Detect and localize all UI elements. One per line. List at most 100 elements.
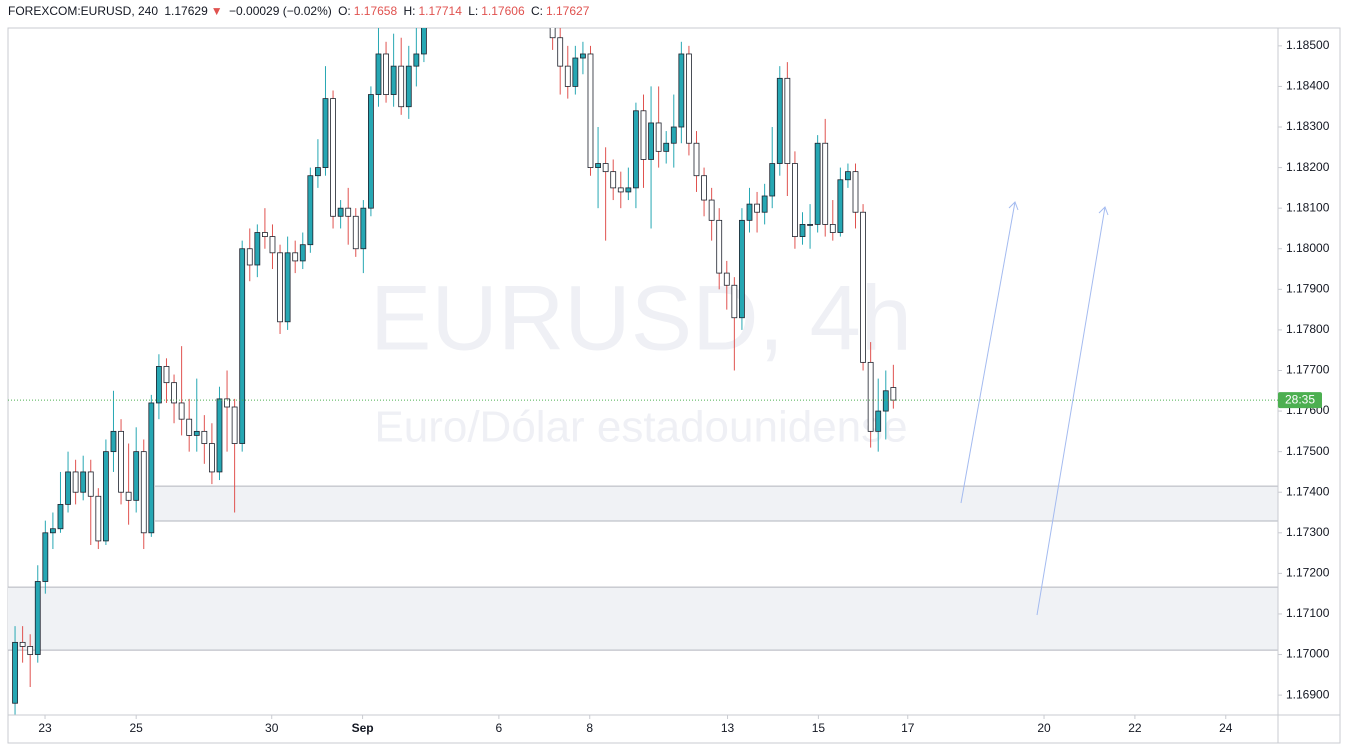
axes: 1.16900 1.17000 1.17100 1.17200 1.17300 1.174… bbox=[38, 38, 1329, 735]
candle-body bbox=[792, 163, 798, 237]
x-tick-label: 17 bbox=[901, 721, 915, 735]
candle-body bbox=[875, 410, 882, 432]
x-tick-label: 22 bbox=[1128, 721, 1142, 735]
candle-body bbox=[663, 142, 670, 152]
y-tick-label: 1.18500 bbox=[1286, 38, 1330, 52]
candle-body bbox=[216, 398, 223, 473]
candle-body bbox=[822, 142, 829, 225]
candle-body bbox=[246, 248, 253, 266]
x-tick-label: 23 bbox=[38, 721, 52, 735]
candles bbox=[12, 28, 897, 715]
candle-body bbox=[201, 430, 208, 444]
arrow-head bbox=[1098, 206, 1109, 216]
candle-body bbox=[80, 471, 87, 493]
candle-body bbox=[860, 211, 866, 363]
candle-body bbox=[178, 402, 185, 420]
candle-body bbox=[845, 171, 851, 181]
candle-body bbox=[633, 110, 639, 189]
candle-body bbox=[655, 122, 662, 152]
candle-body bbox=[345, 207, 352, 217]
candle-body bbox=[572, 57, 579, 87]
candle-body bbox=[413, 53, 420, 67]
candle-body bbox=[693, 142, 700, 177]
candle-body bbox=[731, 284, 738, 319]
x-tick-label: 24 bbox=[1219, 721, 1233, 735]
candle-body bbox=[610, 171, 617, 189]
candle-body bbox=[829, 224, 836, 233]
y-tick-label: 1.17500 bbox=[1286, 444, 1330, 458]
candle-body bbox=[231, 406, 238, 444]
candle-body bbox=[807, 224, 813, 226]
symbol: FOREXCOM:EURUSD, 240 bbox=[8, 4, 159, 18]
candle-body bbox=[686, 53, 692, 144]
candle-body bbox=[315, 167, 321, 177]
candle-body bbox=[678, 53, 685, 128]
candle-body bbox=[557, 37, 564, 67]
candle-body bbox=[27, 646, 34, 655]
candle-body bbox=[262, 232, 268, 237]
candle-body bbox=[118, 430, 124, 493]
y-tick-label: 1.17900 bbox=[1286, 281, 1330, 295]
candle-body bbox=[277, 252, 283, 323]
open-label: O: bbox=[338, 4, 351, 18]
price-label bbox=[1278, 392, 1322, 409]
x-tick-label: 15 bbox=[812, 721, 826, 735]
zone bbox=[8, 587, 1278, 651]
candle-body bbox=[390, 65, 397, 95]
y-tick-label: 1.17000 bbox=[1286, 647, 1330, 661]
candle-body bbox=[761, 195, 768, 213]
y-tick-label: 1.18100 bbox=[1286, 200, 1330, 214]
candle-body bbox=[739, 219, 745, 319]
candle-body bbox=[292, 252, 299, 262]
candle-body bbox=[337, 207, 344, 217]
candle-body bbox=[269, 236, 276, 254]
candle-body bbox=[670, 126, 677, 144]
candle-body bbox=[95, 495, 102, 542]
countdown: 28:35 bbox=[1285, 392, 1315, 406]
candle-body bbox=[239, 248, 246, 444]
watermark: EURUSD, 4h bbox=[370, 267, 912, 369]
candle-body bbox=[617, 187, 624, 193]
candle-body bbox=[708, 199, 715, 221]
candle-body bbox=[625, 187, 632, 193]
candle-body bbox=[405, 65, 412, 108]
candle-body bbox=[837, 179, 844, 233]
candle-body bbox=[299, 244, 306, 262]
high-label: H: bbox=[403, 4, 416, 18]
candle-body bbox=[648, 122, 654, 160]
y-tick-label: 1.17400 bbox=[1286, 484, 1330, 498]
candle-body bbox=[595, 163, 601, 168]
candle-body bbox=[148, 402, 155, 534]
low-value: 1.17606 bbox=[481, 4, 525, 18]
candle-body bbox=[193, 430, 200, 436]
candle-body bbox=[580, 53, 586, 59]
y-tick-label: 1.18300 bbox=[1286, 119, 1330, 133]
y-tick-label: 1.17300 bbox=[1286, 525, 1330, 539]
candle-body bbox=[882, 390, 889, 412]
candle-body bbox=[133, 451, 140, 501]
legend-header: FOREXCOM:EURUSD, 240 1.17629 ▼ −0.00029 (… bbox=[8, 4, 592, 18]
candle-body bbox=[549, 28, 556, 39]
candle-body bbox=[65, 471, 71, 505]
candle-body bbox=[87, 471, 94, 497]
candle-body bbox=[769, 163, 776, 197]
candle-body bbox=[776, 77, 783, 164]
y-tick-label: 1.17200 bbox=[1286, 566, 1330, 580]
candle-body bbox=[284, 252, 291, 323]
watermark-subtitle: Euro/Dólar estadounidense bbox=[374, 403, 907, 452]
close-label: C: bbox=[530, 4, 543, 18]
candle-body bbox=[322, 98, 329, 168]
candle-body bbox=[72, 471, 79, 493]
low-label: L: bbox=[468, 4, 479, 18]
x-tick-label: 25 bbox=[130, 721, 144, 735]
candle-body bbox=[19, 641, 26, 647]
candle-body bbox=[140, 451, 147, 534]
candle-body bbox=[799, 224, 806, 237]
candle-body bbox=[754, 203, 760, 213]
candle-body bbox=[254, 232, 261, 266]
candle-body bbox=[360, 207, 367, 250]
candle-body bbox=[587, 53, 594, 168]
y-tick-label: 1.17100 bbox=[1286, 606, 1330, 620]
candle-body bbox=[186, 418, 193, 436]
